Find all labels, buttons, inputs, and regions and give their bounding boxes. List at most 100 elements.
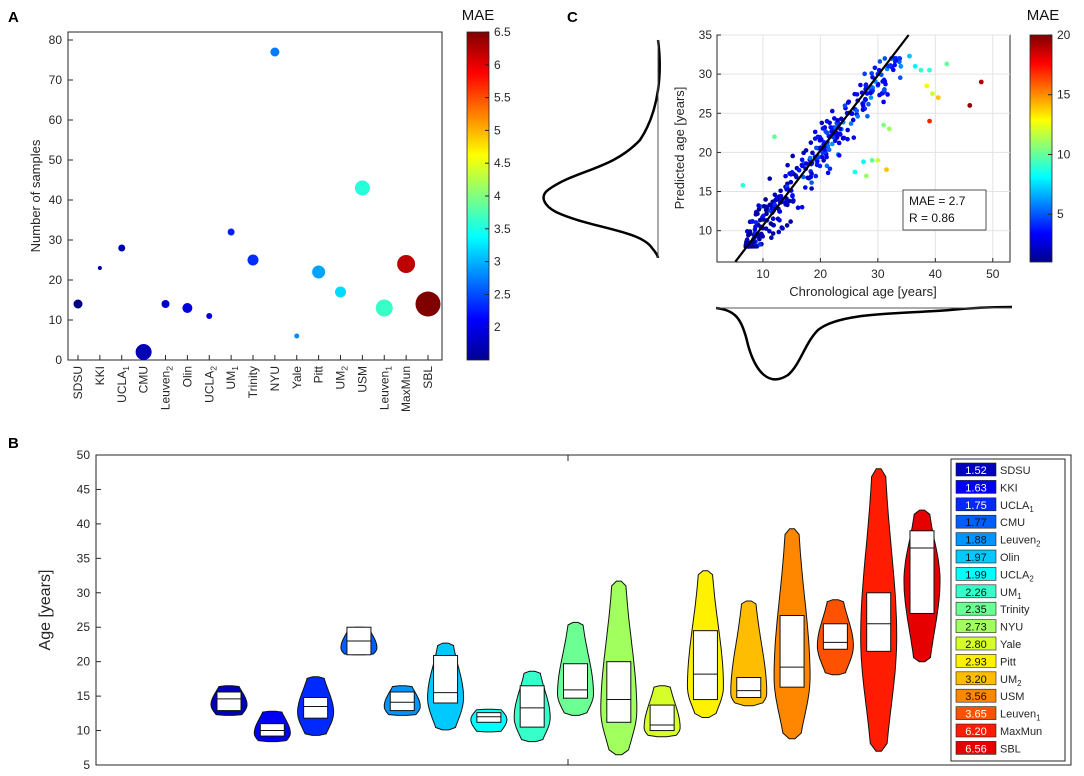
panel-a-colorbar-tick-label: 3.5 [494, 222, 511, 236]
panel-a-point [135, 344, 152, 360]
panel-label-b: B [8, 435, 19, 452]
panel-c-ticks: 10 20 30 40 50 10 15 20 25 30 35 [699, 28, 1000, 281]
panel-c-point [757, 242, 763, 247]
panel-c-point [924, 83, 930, 89]
panel-c-point [978, 79, 984, 85]
panel-c-point [788, 179, 794, 185]
panel-c-point [835, 118, 840, 123]
panel-c-point [809, 180, 814, 185]
panel-c-point [829, 129, 834, 134]
panel-c-point [836, 140, 842, 146]
panel-c-point [761, 213, 766, 219]
panel-c-colorbar [1029, 34, 1053, 263]
panel-c-point [892, 56, 898, 61]
panel-c-point [825, 170, 831, 176]
panel-a-colorbar-ticks: 2 2.5 3 3.5 4 4.5 5 5.5 6 6.5 [485, 25, 511, 334]
panel-a-colorbar-tick-label: 2.5 [494, 287, 511, 301]
stats-box [902, 189, 987, 231]
panel-c-point [886, 64, 891, 69]
panel-c-point [757, 236, 762, 242]
panel-b-y-ticks: 5 10 15 20 25 30 35 40 45 50 [77, 448, 101, 772]
panel-a-x-tick-label: Yale [290, 366, 304, 389]
panel-a-point [97, 266, 102, 270]
legend-site-label: CMU [1000, 517, 1025, 529]
legend-swatch [955, 601, 997, 616]
panel-c-point [820, 126, 826, 131]
panel-c-point [842, 103, 848, 109]
panel-a-x-tick-label: NYU [268, 366, 282, 391]
panel-c-point [865, 113, 870, 119]
panel-c-point [778, 193, 784, 199]
panel-c-point [808, 140, 814, 145]
panel-b-y-tick-label: 30 [77, 586, 91, 600]
panel-a-x-tick-label: MaxMun [399, 366, 413, 412]
panel-c-point [803, 161, 809, 166]
panel-a-x-tick-label: Leuven1 [377, 366, 393, 410]
panel-c-point [877, 59, 883, 64]
panel-c-point [838, 132, 843, 137]
panel-c-point [823, 129, 829, 134]
panel-a-x-tick-label: Trinity [246, 366, 260, 398]
legend-mae-value: 1.63 [965, 482, 986, 494]
violin-box [822, 623, 848, 650]
panel-c-point [854, 92, 860, 97]
legend-swatch [955, 480, 997, 494]
legend-mae-value: 2.80 [965, 639, 986, 651]
violin-box [606, 661, 632, 723]
panel-c-point [777, 209, 783, 214]
panel-a-x-tick-label: SBL [421, 366, 435, 389]
panel-c-point [740, 182, 746, 188]
panel-a-colorbar-tick-label: 4 [494, 189, 501, 203]
legend-site-label: UM2 [1000, 674, 1022, 688]
panel-c-point [783, 173, 788, 179]
panel-b: 5 10 15 20 25 30 35 40 45 50 Age [years] 1.52 SDSU… [37, 448, 1072, 772]
panel-c-point [824, 163, 830, 169]
panel-a-point [161, 300, 170, 308]
panel-c-point [772, 192, 778, 198]
panel-c-point [749, 219, 755, 224]
panel-b-y-tick-label: 40 [77, 517, 91, 531]
panel-b-y-tick-label: 25 [77, 620, 91, 634]
panel-a-x-tick-label: UM1 [224, 366, 240, 390]
panel-c-x-tick-label: 50 [986, 267, 1000, 281]
panel-c-point [779, 225, 785, 230]
panel-c-point [757, 217, 763, 223]
panel-c-point [868, 90, 873, 96]
legend-mae-value: 3.65 [965, 709, 986, 721]
stats-r: R = 0.86 [909, 211, 955, 225]
panel-c-point [851, 135, 857, 140]
legend-swatch [955, 549, 997, 564]
panel-c-point [819, 120, 825, 126]
panel-a-x-tick-label: USM [355, 366, 369, 393]
panel-a-colorbar-tick-label: 5 [494, 123, 501, 137]
panel-c-colorbar-tick-label: 10 [1057, 147, 1071, 161]
panel-a-point [247, 254, 259, 266]
legend-mae-value: 6.56 [965, 743, 986, 755]
panel-c-point [825, 143, 831, 149]
panel-c-point [803, 185, 808, 190]
panel-c-point [855, 114, 861, 119]
legend-mae-value: 2.73 [965, 622, 986, 634]
panel-c-point [790, 193, 795, 199]
panel-b-y-tick-label: 5 [83, 758, 90, 772]
panel-a-x-tick-label: UCLA1 [115, 366, 131, 403]
panel-c-point [885, 92, 890, 97]
violin-box [649, 704, 675, 732]
panel-c-point [863, 173, 869, 179]
panel-c-point [829, 108, 835, 114]
panel-c-point [884, 167, 889, 173]
panel-c-point [836, 153, 842, 158]
panel-b-violins [210, 468, 941, 756]
panel-c-y-tick-label: 30 [699, 67, 713, 81]
violin-box [303, 696, 329, 719]
panel-c-point [868, 95, 874, 100]
panel-c-point [772, 134, 777, 140]
violin-box [736, 677, 762, 698]
panel-c-point [897, 56, 903, 61]
panel-c-colorbar-label: MAE [1027, 7, 1060, 24]
panel-c-point [881, 122, 887, 128]
panel-c-point [861, 159, 866, 165]
legend-site-label: Trinity [1000, 604, 1030, 616]
panel-a-x-tick-label: KKI [93, 366, 107, 385]
panel-a-y-tick-label: 70 [49, 73, 63, 87]
